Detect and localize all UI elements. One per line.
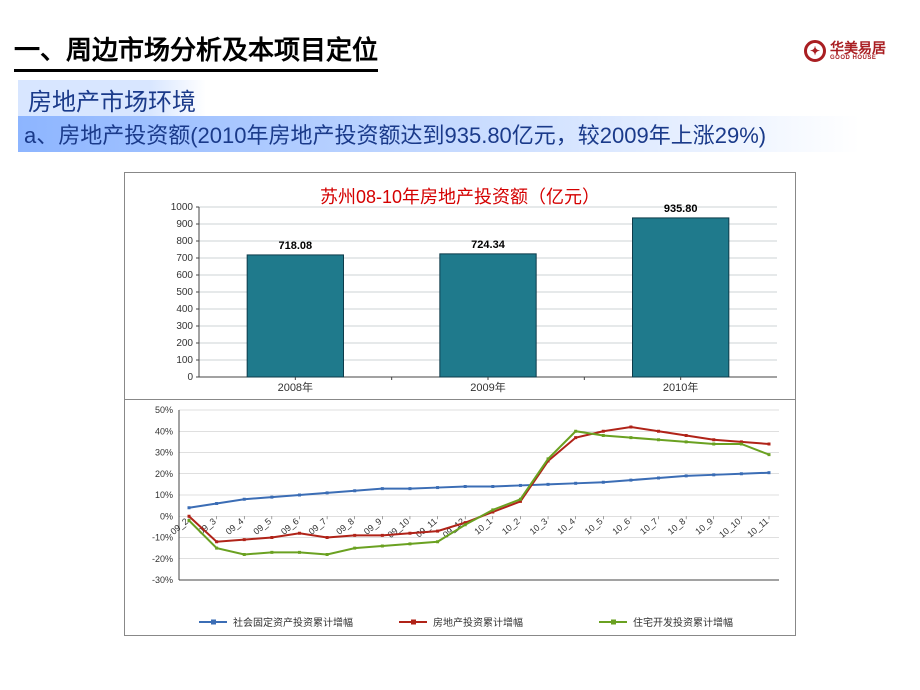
svg-text:40%: 40% — [155, 426, 173, 436]
svg-text:800: 800 — [176, 236, 193, 247]
svg-text:700: 700 — [176, 253, 193, 264]
subtitle: 房地产市场环境 — [18, 80, 206, 119]
svg-text:30%: 30% — [155, 448, 173, 458]
svg-text:0: 0 — [187, 372, 193, 383]
svg-text:10_6: 10_6 — [610, 516, 632, 537]
svg-text:09_8: 09_8 — [334, 516, 356, 537]
line-chart-svg: -30%-20%-10%0%10%20%30%40%50%09_209_309_… — [125, 400, 797, 636]
svg-text:09_10: 09_10 — [386, 516, 412, 540]
svg-text:09_5: 09_5 — [251, 516, 273, 537]
svg-text:10%: 10% — [155, 490, 173, 500]
svg-text:10_9: 10_9 — [693, 516, 715, 537]
svg-text:718.08: 718.08 — [279, 240, 313, 252]
svg-text:900: 900 — [176, 219, 193, 230]
svg-text:20%: 20% — [155, 469, 173, 479]
bar-chart-title: 苏州08-10年房地产投资额（亿元） — [125, 183, 795, 209]
svg-text:10_3: 10_3 — [528, 516, 550, 537]
svg-text:2010年: 2010年 — [663, 380, 698, 394]
svg-text:10_8: 10_8 — [666, 516, 688, 537]
svg-text:100: 100 — [176, 355, 193, 366]
section-title: 一、周边市场分析及本项目定位 — [14, 30, 378, 72]
svg-text:724.34: 724.34 — [471, 239, 506, 251]
svg-text:住宅开发投资累计增幅: 住宅开发投资累计增幅 — [633, 616, 733, 629]
svg-text:10_10: 10_10 — [717, 516, 743, 540]
charts-container: 苏州08-10年房地产投资额（亿元） 0 100 200 300 400 500 600 70… — [124, 172, 796, 636]
line-chart: -30%-20%-10%0%10%20%30%40%50%09_209_309_… — [124, 400, 796, 636]
svg-text:房地产投资累计增幅: 房地产投资累计增幅 — [433, 616, 523, 629]
svg-text:10_4: 10_4 — [555, 516, 577, 537]
svg-text:10_7: 10_7 — [638, 516, 660, 537]
svg-text:2009年: 2009年 — [470, 380, 505, 394]
svg-text:200: 200 — [176, 338, 193, 349]
svg-text:社会固定资产投资累计增幅: 社会固定资产投资累计增幅 — [233, 616, 353, 629]
svg-text:09_7: 09_7 — [307, 516, 329, 537]
svg-text:10_2: 10_2 — [500, 516, 522, 537]
svg-text:300: 300 — [176, 321, 193, 332]
svg-text:400: 400 — [176, 304, 193, 315]
svg-text:0%: 0% — [160, 511, 173, 521]
svg-text:10_11: 10_11 — [745, 516, 770, 539]
svg-text:2008年: 2008年 — [278, 380, 313, 394]
svg-text:-30%: -30% — [152, 575, 173, 585]
svg-text:-20%: -20% — [152, 554, 173, 564]
logo-text-cn: 华美易居 — [830, 41, 886, 55]
svg-text:50%: 50% — [155, 405, 173, 415]
logo-icon: ✦ — [804, 40, 826, 62]
svg-text:09_11: 09_11 — [414, 516, 439, 539]
brand-logo: ✦ 华美易居 GOOD HOUSE — [804, 40, 886, 62]
svg-text:10_5: 10_5 — [583, 516, 605, 537]
svg-text:09_4: 09_4 — [224, 516, 246, 537]
svg-text:-10%: -10% — [152, 533, 173, 543]
subhead: a、房地产投资额(2010年房地产投资额达到935.80亿元，较2009年上涨2… — [18, 116, 860, 152]
bar-chart: 苏州08-10年房地产投资额（亿元） 0 100 200 300 400 500 600 70… — [124, 172, 796, 400]
svg-text:500: 500 — [176, 287, 193, 298]
svg-text:09_9: 09_9 — [362, 516, 384, 537]
svg-text:600: 600 — [176, 270, 193, 281]
